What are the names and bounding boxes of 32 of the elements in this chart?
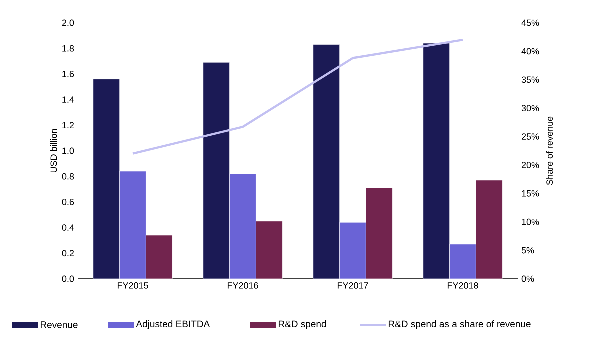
y-tick-label: 1.6	[62, 71, 74, 78]
legend-label: R&D spend as a share of revenue	[388, 320, 531, 330]
y2-tick-label: 25%	[522, 134, 540, 140]
y2-tick-label: 10%	[522, 218, 540, 226]
y-tick-label: 0.4	[62, 224, 74, 231]
x-tick-label: FY2018	[448, 282, 478, 289]
y2-tick-label: 20%	[522, 162, 540, 168]
legend-label: Adjusted EBITDA	[136, 320, 210, 330]
line-series	[132, 38, 464, 155]
y-tick-label: 1.2	[62, 122, 74, 129]
y2-tick-label: 15%	[522, 190, 540, 197]
legend-label: Revenue	[40, 322, 78, 328]
y-tick-label: 0.2	[62, 250, 74, 257]
x-tick-label: FY2015	[118, 282, 148, 289]
y2-tick-label: 35%	[522, 76, 540, 84]
y2-tick-label: 45%	[522, 20, 540, 26]
y2-tick-label: 30%	[522, 105, 540, 112]
y-tick-label: 0.8	[62, 173, 74, 180]
y-tick-label: 0.0	[62, 276, 74, 282]
y2-tick-label: 40%	[522, 48, 540, 55]
y-tick-label: 1.4	[62, 96, 74, 103]
y-axis-title: USD billion	[50, 129, 58, 173]
y2-tick-label: 5%	[522, 247, 534, 254]
y-tick-label: 2.0	[62, 20, 74, 26]
y-tick-label: 1.8	[62, 45, 74, 52]
x-tick-label: FY2017	[338, 282, 368, 289]
legend-label: R&D spend	[278, 320, 326, 330]
x-tick-label: FY2016	[228, 282, 258, 289]
y-tick-label: 0.6	[62, 199, 74, 206]
y2-tick-label: 0%	[522, 276, 534, 282]
y2-axis-title: Share of revenue	[546, 116, 554, 186]
y-tick-label: 1.0	[62, 148, 74, 154]
